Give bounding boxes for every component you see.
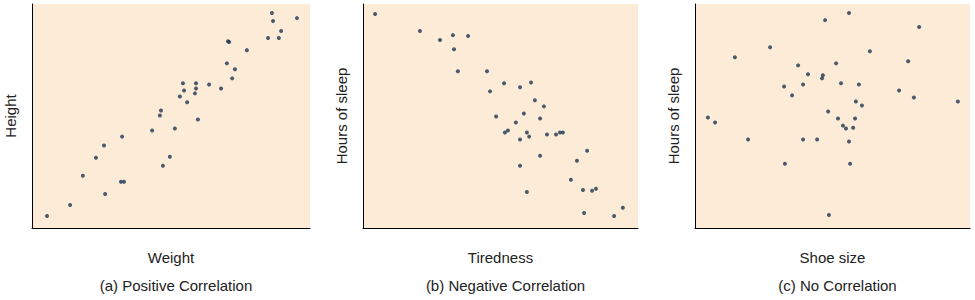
svg-text:Hours of sleep: Hours of sleep	[665, 68, 682, 165]
svg-text:(b) Negative Correlation: (b) Negative Correlation	[426, 277, 585, 294]
svg-text:(c) No Correlation: (c) No Correlation	[778, 277, 896, 294]
svg-text:Tiredness: Tiredness	[468, 249, 533, 266]
svg-text:(a) Positive Correlation: (a) Positive Correlation	[100, 277, 253, 294]
svg-text:Shoe size: Shoe size	[800, 249, 866, 266]
svg-text:Height: Height	[2, 93, 19, 137]
svg-text:Weight: Weight	[148, 249, 195, 266]
svg-text:Hours of sleep: Hours of sleep	[333, 68, 350, 165]
